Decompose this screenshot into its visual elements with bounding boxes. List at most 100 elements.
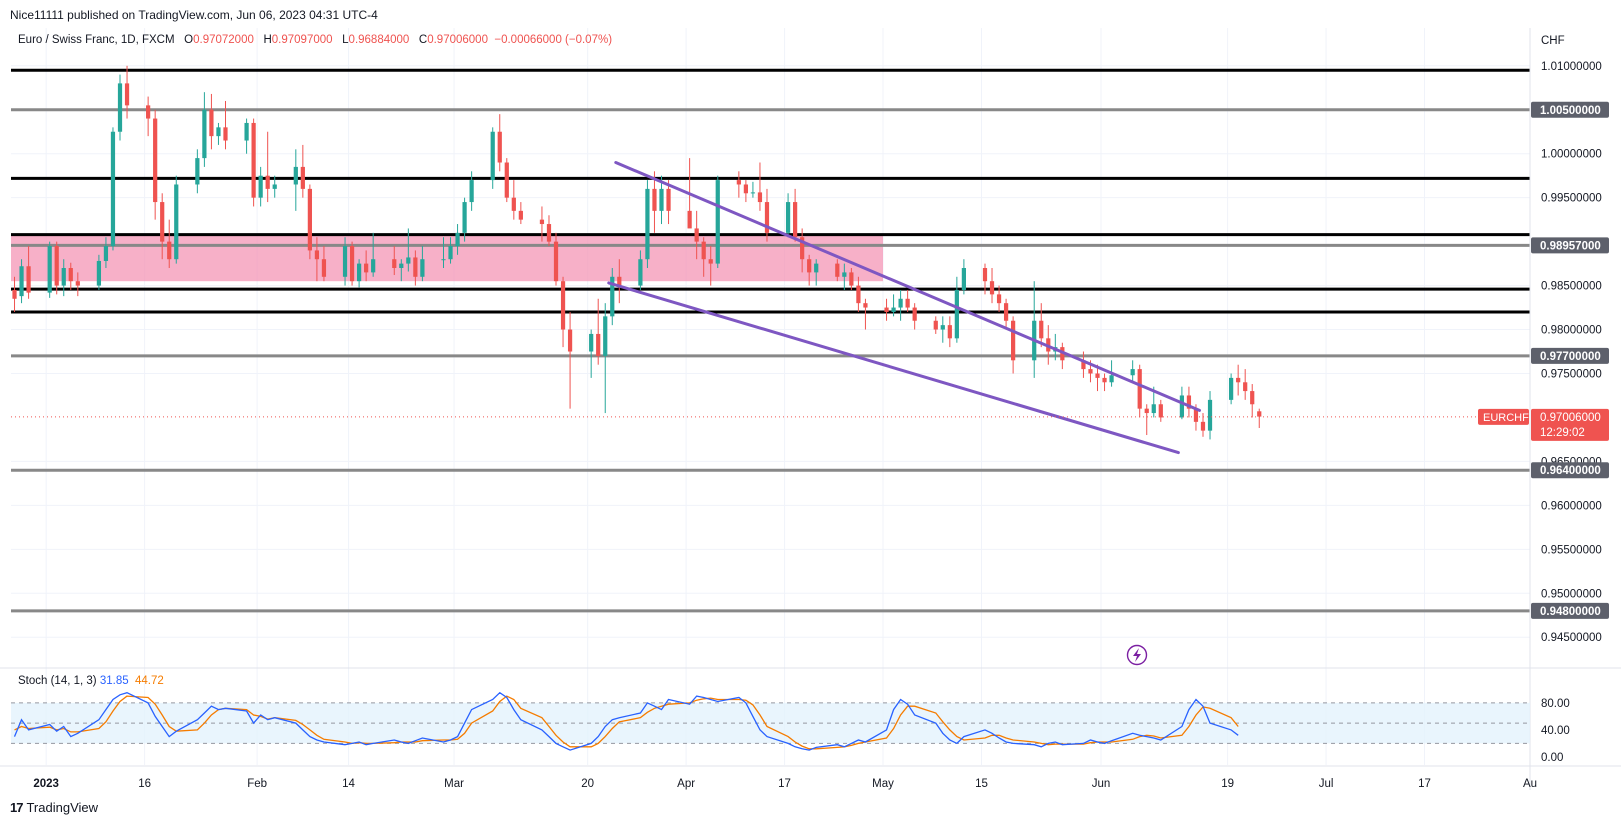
candle bbox=[1229, 373, 1234, 405]
candle-body bbox=[610, 276, 615, 317]
candle bbox=[849, 268, 854, 290]
tradingview-brand[interactable]: 17 TradingView bbox=[10, 800, 98, 815]
price-badge-label: 0.96400000 bbox=[1540, 465, 1601, 477]
stochastic-d-line bbox=[14, 695, 1239, 750]
candle-body bbox=[1137, 369, 1142, 409]
candle-body bbox=[1250, 391, 1255, 405]
candle-body bbox=[638, 259, 643, 286]
candle-body bbox=[764, 202, 770, 233]
candle-body bbox=[371, 259, 376, 273]
price-badge-label: 0.97700000 bbox=[1540, 351, 1601, 363]
candle bbox=[603, 303, 608, 414]
candle-body bbox=[223, 127, 228, 141]
candle-body bbox=[553, 241, 559, 282]
candle bbox=[1207, 391, 1213, 440]
candle bbox=[560, 276, 566, 348]
symbol-legend: Euro / Swiss Franc, 1D, FXCM O0.97072000… bbox=[18, 34, 612, 46]
candle-body bbox=[26, 266, 31, 293]
time-axis[interactable]: 2023 16 Feb 14 Mar 20 Apr 17 May 15 Jun 19 Jul 17 Au bbox=[33, 778, 1537, 790]
stochastic-tick-label: 80.00 bbox=[1541, 698, 1570, 710]
candle bbox=[399, 259, 404, 282]
candle-body bbox=[349, 246, 355, 282]
candle bbox=[933, 316, 938, 334]
time-tick-label: Jul bbox=[1319, 778, 1334, 790]
candle-body bbox=[933, 320, 938, 330]
candle bbox=[272, 175, 277, 198]
stochastic-tick-label: 0.00 bbox=[1541, 752, 1563, 764]
candle bbox=[19, 259, 24, 304]
candle bbox=[856, 276, 861, 312]
close-label: C bbox=[418, 34, 428, 46]
tradingview-name: TradingView bbox=[26, 800, 99, 815]
candle bbox=[448, 237, 453, 264]
candle bbox=[12, 276, 17, 312]
candle-body bbox=[1081, 360, 1086, 370]
candle-body bbox=[546, 224, 552, 242]
candle bbox=[546, 215, 552, 247]
candle-body bbox=[202, 109, 207, 159]
candle-body bbox=[420, 259, 425, 277]
candle-body bbox=[455, 232, 460, 247]
candle-body bbox=[96, 260, 102, 286]
candle-body bbox=[596, 333, 601, 356]
candle-body bbox=[356, 263, 362, 282]
candle bbox=[954, 276, 959, 343]
candle bbox=[1081, 351, 1086, 378]
candle-body bbox=[940, 325, 945, 330]
candle-body bbox=[216, 127, 221, 137]
candle bbox=[293, 149, 298, 211]
candle-body bbox=[195, 158, 200, 185]
stochastic-axis: 80.00 40.00 0.00 bbox=[1541, 698, 1570, 764]
candle bbox=[61, 259, 66, 297]
candle bbox=[300, 144, 305, 198]
candle-body bbox=[687, 210, 692, 229]
candle bbox=[617, 259, 622, 304]
candle-body bbox=[1011, 320, 1016, 361]
candle-body bbox=[146, 105, 151, 119]
candle bbox=[1250, 384, 1255, 418]
candle-body bbox=[617, 276, 622, 286]
candle bbox=[1095, 364, 1100, 392]
high-label: H bbox=[263, 34, 272, 46]
candle-body bbox=[251, 122, 256, 198]
candle-body bbox=[1257, 411, 1262, 417]
price-tick-label: 0.99500000 bbox=[1541, 193, 1602, 205]
change-value: −0.00066000 (−0.07%) bbox=[494, 34, 613, 46]
candle bbox=[462, 197, 467, 242]
candle-body bbox=[1236, 377, 1241, 383]
candle-body bbox=[441, 259, 446, 261]
candle bbox=[504, 158, 509, 203]
candle bbox=[596, 298, 601, 365]
price-tick-label: 0.94500000 bbox=[1541, 632, 1602, 644]
alert-icon[interactable] bbox=[1126, 644, 1148, 666]
candle bbox=[905, 289, 910, 312]
candle-body bbox=[321, 259, 327, 277]
candle bbox=[610, 268, 615, 326]
candle bbox=[638, 250, 643, 290]
price-axis[interactable]: CHF 1.01000000 1.00000000 0.99500000 0.98500… bbox=[1541, 35, 1602, 644]
candle-body bbox=[849, 272, 854, 286]
candle bbox=[342, 237, 348, 286]
candle bbox=[209, 93, 214, 150]
symbol-badge bbox=[1478, 408, 1529, 425]
candle bbox=[223, 100, 228, 150]
candle-body bbox=[1003, 303, 1009, 321]
candle-body bbox=[1229, 377, 1234, 400]
time-tick-label: 2023 bbox=[33, 778, 59, 790]
candle-body bbox=[47, 246, 52, 293]
candle bbox=[54, 241, 59, 295]
candle bbox=[1137, 364, 1142, 418]
candle bbox=[518, 202, 523, 225]
candle bbox=[26, 246, 31, 299]
candle bbox=[202, 92, 207, 167]
candle-body bbox=[652, 188, 657, 211]
candle-body bbox=[54, 246, 59, 286]
stochastic-k-value: 31.85 bbox=[99, 675, 129, 687]
candle bbox=[167, 219, 172, 268]
candle-body bbox=[469, 180, 474, 203]
candle bbox=[645, 180, 650, 268]
stochastic-pane bbox=[11, 691, 1530, 751]
candle-body bbox=[539, 219, 545, 225]
candle bbox=[891, 294, 896, 317]
